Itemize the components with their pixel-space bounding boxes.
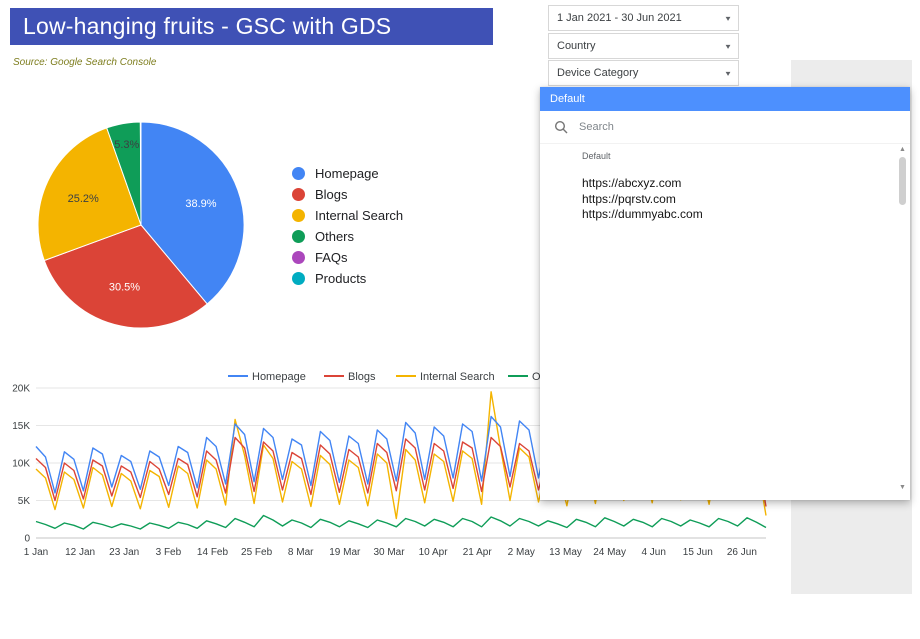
- chevron-down-icon: ▾: [725, 13, 731, 23]
- x-axis-label: 12 Jan: [65, 547, 95, 558]
- device-filter-label: Device Category: [557, 67, 639, 79]
- pie-legend-item-others[interactable]: Others: [292, 226, 403, 247]
- search-icon: [554, 120, 568, 134]
- x-axis-label: 30 Mar: [373, 547, 405, 558]
- scroll-down-icon[interactable]: ▼: [899, 484, 906, 491]
- pie-legend-label: Homepage: [315, 166, 379, 181]
- pie-legend-label: FAQs: [315, 250, 348, 265]
- dropdown-search[interactable]: Search: [540, 111, 910, 144]
- filter-dropdown-panel: Default Search Default https://abcxyz.co…: [540, 87, 910, 500]
- x-axis-label: 24 May: [593, 547, 626, 558]
- x-axis-label: 10 Apr: [419, 547, 449, 558]
- x-axis-label: 14 Feb: [197, 547, 229, 558]
- x-axis-label: 1 Jan: [24, 547, 48, 558]
- x-axis-label: 15 Jun: [683, 547, 713, 558]
- country-filter[interactable]: Country ▾: [548, 33, 739, 59]
- x-axis-label: 13 May: [549, 547, 582, 558]
- search-placeholder: Search: [579, 121, 614, 133]
- pie-legend-item-blogs[interactable]: Blogs: [292, 184, 403, 205]
- x-axis-label: 8 Mar: [288, 547, 314, 558]
- y-axis-label: 5K: [18, 496, 31, 507]
- pie-legend-label: Products: [315, 271, 367, 286]
- dropdown-header[interactable]: Default: [540, 87, 910, 111]
- pie-legend-item-internal-search[interactable]: Internal Search: [292, 205, 403, 226]
- x-axis-label: 19 Mar: [329, 547, 361, 558]
- x-axis-label: 21 Apr: [463, 547, 493, 558]
- dropdown-header-label: Default: [550, 93, 585, 105]
- pie-legend: Homepage Blogs Internal Search Others FA…: [292, 163, 403, 289]
- dropdown-option[interactable]: https://dummyabc.com: [582, 207, 703, 221]
- country-filter-label: Country: [557, 40, 596, 52]
- pie-legend-label: Blogs: [315, 187, 348, 202]
- dropdown-option[interactable]: https://abcxyz.com: [582, 176, 682, 190]
- report-title-bar: Low-hanging fruits - GSC with GDS: [10, 8, 493, 45]
- pie-slice-label: 38.9%: [185, 198, 216, 210]
- line-legend-label-internal-search[interactable]: Internal Search: [420, 371, 495, 383]
- pie-legend-label: Internal Search: [315, 208, 404, 223]
- pie-legend-item-faqs[interactable]: FAQs: [292, 247, 403, 268]
- date-range-filter[interactable]: 1 Jan 2021 - 30 Jun 2021 ▾: [548, 5, 739, 31]
- y-axis-label: 10K: [12, 459, 30, 470]
- date-range-value: 1 Jan 2021 - 30 Jun 2021: [557, 12, 682, 24]
- page-title: Low-hanging fruits - GSC with GDS: [23, 13, 392, 39]
- pie-slice-label: 25.2%: [68, 193, 99, 205]
- pie-chart: 38.9% 30.5% 25.2% 5.3%: [37, 121, 245, 329]
- x-axis-label: 3 Feb: [156, 547, 182, 558]
- scrollbar-thumb[interactable]: [899, 157, 906, 205]
- pie-legend-item-homepage[interactable]: Homepage: [292, 163, 403, 184]
- chevron-down-icon: ▾: [725, 41, 731, 51]
- pie-slice-blogs[interactable]: [43, 224, 208, 329]
- pie-slice-label: 30.5%: [109, 282, 140, 294]
- legend-dot-icon: [292, 272, 305, 285]
- legend-dot-icon: [292, 167, 305, 180]
- legend-dot-icon: [292, 230, 305, 243]
- scroll-up-icon[interactable]: ▲: [899, 146, 906, 153]
- dropdown-group-label: Default: [582, 151, 611, 161]
- source-note: Source: Google Search Console: [13, 57, 157, 68]
- dropdown-option[interactable]: https://pqrstv.com: [582, 191, 676, 206]
- legend-dot-icon: [292, 251, 305, 264]
- x-axis-label: 25 Feb: [241, 547, 273, 558]
- y-axis-label: 20K: [12, 384, 30, 395]
- pie-slice-homepage[interactable]: [140, 121, 245, 305]
- series-line-others: [35, 514, 767, 530]
- dropdown-list: https://abcxyz.com https://pqrstv.com http…: [540, 176, 910, 223]
- legend-dot-icon: [292, 209, 305, 222]
- y-axis-label: 15K: [12, 421, 30, 432]
- y-axis-label: 0: [24, 534, 30, 545]
- pie-legend-label: Others: [315, 229, 355, 244]
- pie-slice-label: 5.3%: [114, 139, 139, 151]
- x-axis-label: 26 Jun: [727, 547, 757, 558]
- x-axis-label: 4 Jun: [641, 547, 665, 558]
- line-legend-label-homepage[interactable]: Homepage: [252, 371, 306, 383]
- dropdown-scrollbar[interactable]: ▲ ▼: [897, 145, 908, 493]
- pie-slice-internal-search[interactable]: [37, 127, 142, 262]
- x-axis-label: 23 Jan: [109, 547, 139, 558]
- chevron-down-icon: ▾: [725, 68, 731, 78]
- pie-legend-item-products[interactable]: Products: [292, 268, 403, 289]
- device-category-filter[interactable]: Device Category ▾: [548, 60, 739, 86]
- legend-dot-icon: [292, 188, 305, 201]
- x-axis-label: 2 May: [508, 547, 535, 558]
- line-legend-label-blogs[interactable]: Blogs: [348, 371, 376, 383]
